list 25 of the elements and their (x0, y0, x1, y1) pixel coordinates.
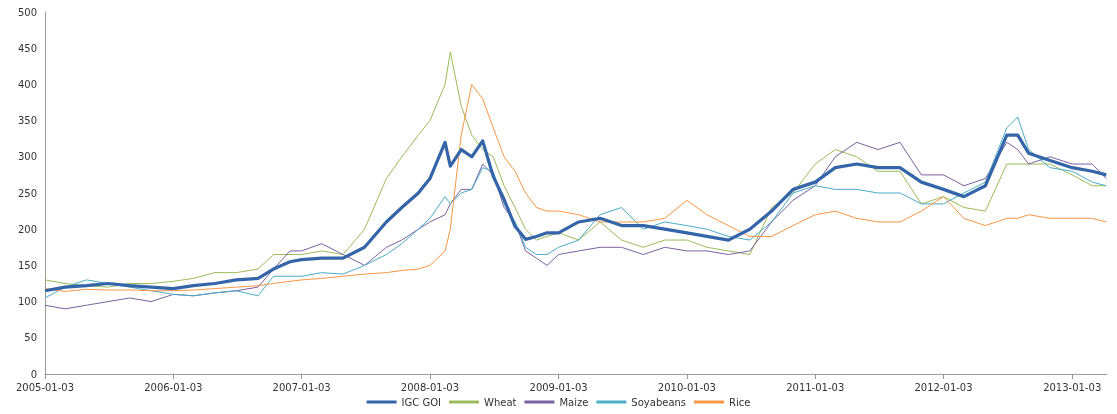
legend-label: IGC GOI (401, 396, 442, 408)
y-tick-label: 300 (17, 151, 37, 163)
legend-label: Maize (559, 396, 589, 408)
y-tick-label: 450 (17, 42, 37, 54)
x-tick-label: 2011-01-03 (786, 381, 845, 393)
y-tick-label: 50 (24, 332, 37, 344)
x-tick-label: 2009-01-03 (529, 381, 588, 393)
y-tick-label: 150 (17, 259, 37, 271)
x-tick-label: 2012-01-03 (914, 381, 973, 393)
x-tick-label: 2006-01-03 (144, 381, 203, 393)
legend-label: Wheat (484, 396, 517, 408)
x-tick-label: 2005-01-03 (15, 381, 75, 393)
x-tick-label: 2008-01-03 (400, 381, 459, 393)
y-tick-label: 250 (17, 187, 37, 199)
y-tick-label: 0 (30, 368, 37, 380)
legend-label: Rice (729, 396, 751, 408)
y-tick-label: 400 (17, 78, 37, 90)
y-tick-label: 500 (17, 6, 37, 18)
x-tick-label: 2010-01-03 (657, 381, 716, 393)
y-tick-label: 100 (17, 296, 37, 308)
legend-label: Soyabeans (631, 396, 687, 408)
y-tick-label: 200 (17, 223, 37, 235)
x-tick-label: 2013-01-03 (1043, 381, 1102, 393)
x-tick-label: 2007-01-03 (272, 381, 331, 393)
y-tick-label: 350 (17, 115, 37, 127)
